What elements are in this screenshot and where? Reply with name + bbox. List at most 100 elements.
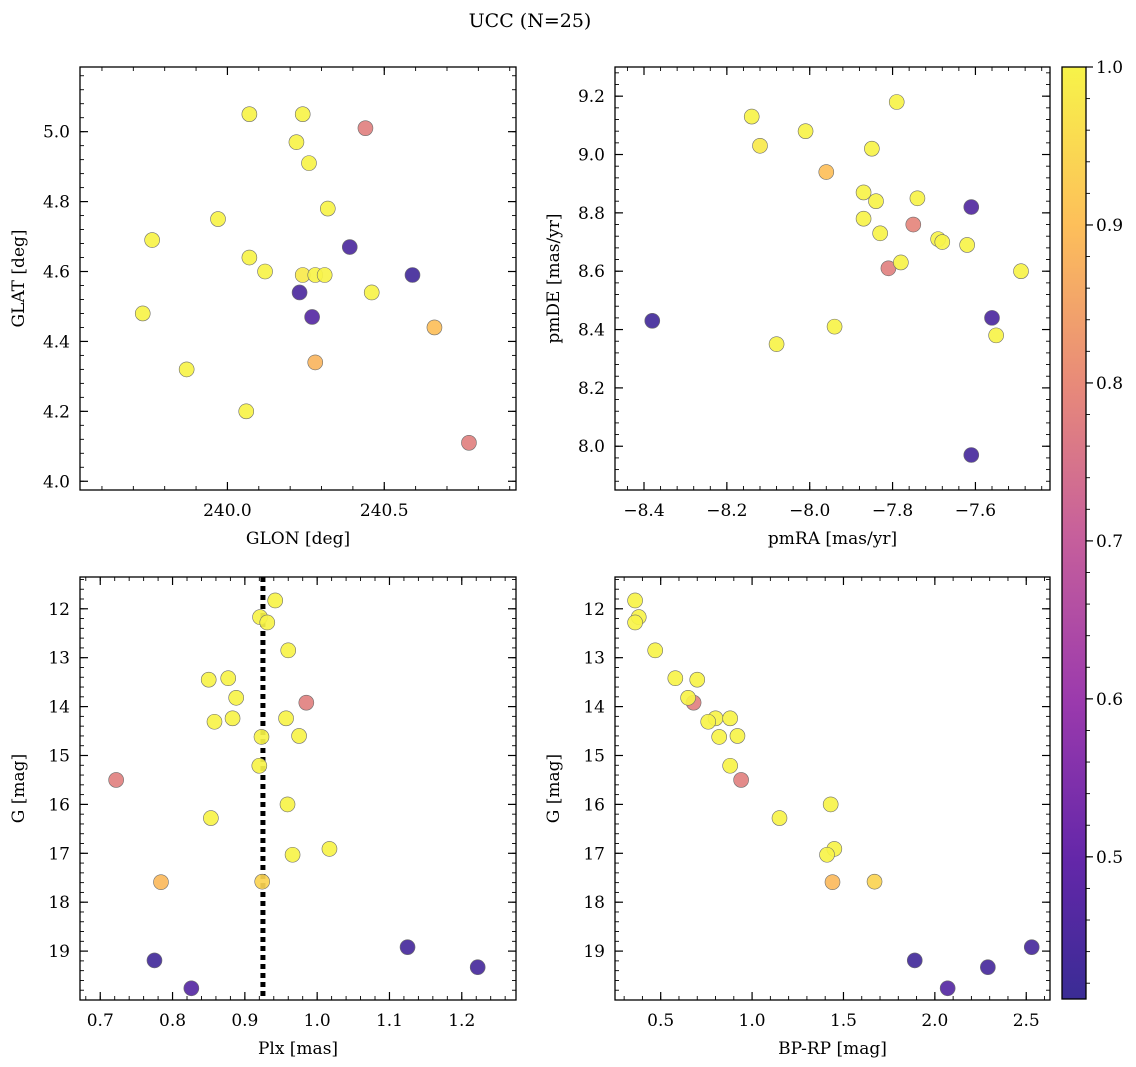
x-tick-label: −8.2 — [706, 501, 747, 521]
scatter-point — [469, 959, 486, 976]
y-tick-label: 18 — [48, 893, 70, 913]
scatter-point — [680, 689, 696, 706]
scatter-point — [627, 592, 643, 609]
scatter-point — [134, 305, 151, 322]
scatter-point — [909, 190, 926, 207]
y-tick-label: 14 — [48, 698, 70, 718]
scatter-point — [294, 106, 311, 122]
y-axis-label: GLAT [deg] — [9, 229, 29, 327]
y-tick-label: 9.0 — [578, 146, 605, 166]
y-tick-label: 19 — [583, 942, 605, 962]
y-tick-label: 14 — [583, 698, 605, 718]
scatter-point — [752, 137, 768, 154]
x-axis-label: pmRA [mas/yr] — [768, 529, 897, 549]
scatter-point — [818, 164, 835, 180]
scatter-point — [254, 873, 271, 890]
scatter-point — [819, 846, 835, 863]
scatter-point — [279, 796, 296, 813]
scatter-point — [963, 199, 980, 215]
y-tick-label: 8.0 — [578, 437, 605, 457]
y-axis-label: G [mag] — [9, 754, 29, 823]
scatter-point — [399, 939, 416, 955]
colorbar-frame — [1061, 66, 1087, 1000]
scatter-point — [267, 592, 284, 609]
x-tick-label: 1.1 — [376, 1011, 403, 1031]
scatter-point — [321, 841, 338, 857]
scatter-point — [722, 757, 738, 774]
scatter-point — [284, 846, 301, 863]
y-tick-label: 4.2 — [43, 402, 70, 422]
y-tick-label: 17 — [48, 844, 70, 864]
scatter-point — [1023, 939, 1040, 955]
x-tick-label: −7.8 — [872, 501, 913, 521]
x-tick-label: 1.5 — [830, 1011, 857, 1031]
scatter-point — [906, 952, 923, 969]
y-tick-label: 12 — [48, 600, 70, 620]
scatter-point — [203, 810, 219, 826]
scatter-point — [238, 403, 255, 420]
colorbar-gradient — [1062, 67, 1086, 999]
x-tick-label: 2.0 — [921, 1011, 948, 1031]
y-tick-label: 19 — [48, 942, 70, 962]
scatter-point — [689, 671, 706, 688]
y-tick-label: 4.6 — [43, 263, 70, 283]
colorbar-tick-label: 0.8 — [1096, 374, 1123, 394]
x-tick-label: 240.5 — [360, 501, 409, 521]
scatter-point — [316, 267, 333, 283]
scatter-point — [363, 284, 380, 301]
scatter-point — [144, 232, 160, 248]
y-tick-label: 8.6 — [578, 262, 605, 282]
scatter-point — [729, 728, 746, 744]
y-tick-label: 15 — [583, 746, 605, 766]
scatter-point — [206, 713, 223, 730]
figure-title: UCC (N=25) — [469, 10, 592, 32]
x-tick-label: 0.9 — [231, 1011, 258, 1031]
scatter-point — [288, 134, 305, 150]
x-tick-label: 240.0 — [203, 501, 252, 521]
y-tick-label: 13 — [583, 649, 605, 669]
scatter-point — [872, 225, 888, 242]
y-tick-label: 8.4 — [578, 321, 605, 341]
scatter-point — [220, 670, 237, 687]
scatter-point — [200, 671, 217, 688]
scatter-point — [257, 263, 273, 280]
colorbar-tick-label: 0.9 — [1096, 216, 1123, 236]
scatter-point — [341, 239, 358, 255]
scatter-point — [711, 729, 727, 745]
x-tick-label: 1.2 — [448, 1011, 475, 1031]
x-tick-label: 1.0 — [739, 1011, 766, 1031]
axes-frame — [79, 576, 517, 1001]
x-axis-label: GLON [deg] — [246, 529, 350, 549]
scatter-point — [228, 689, 244, 706]
scatter-point — [301, 155, 317, 171]
scatter-point — [905, 216, 922, 233]
scatter-point — [259, 614, 276, 631]
axes-frame — [79, 66, 517, 491]
scatter-point — [667, 670, 684, 687]
panel-bprp-g: 0.5 1.0 1.5 2.0 2.5 12 13 14 15 16 17 18 19 BP-RP [ma… — [544, 576, 1051, 1059]
scatter-point — [939, 980, 956, 997]
axes-frame — [614, 576, 1051, 1001]
x-axis-label: Plx [mas] — [258, 1039, 338, 1059]
y-tick-label: 4.4 — [43, 332, 70, 352]
panels: 240.0 240.5 4.0 4.2 4.4 4.6 4.8 5.0 GLON [deg] GL… — [9, 66, 1051, 1059]
y-tick-label: 17 — [583, 844, 605, 864]
scatter-point — [426, 319, 443, 336]
scatter-point — [771, 810, 788, 826]
scatter-point — [153, 874, 169, 890]
scatter-point — [984, 310, 1000, 326]
y-axis-label: pmDE [mas/yr] — [544, 213, 564, 343]
panel-plx-g: 0.7 0.8 0.9 1.0 1.1 1.2 12 13 14 15 16 17 18 19 Plx [m… — [9, 576, 517, 1059]
scatter-point — [722, 710, 738, 727]
scatter-point — [357, 120, 374, 136]
scatter-point — [888, 94, 905, 110]
colorbar: 0.5 0.6 0.7 0.8 0.9 1.0 — [1061, 58, 1123, 1000]
scatter-point — [988, 327, 1004, 344]
y-tick-label: 16 — [48, 795, 70, 815]
scatter-point — [797, 123, 814, 139]
scatter-point — [291, 284, 308, 301]
x-tick-label: −8.4 — [623, 501, 664, 521]
scatter-point — [298, 694, 315, 711]
scatter-point — [108, 772, 124, 788]
